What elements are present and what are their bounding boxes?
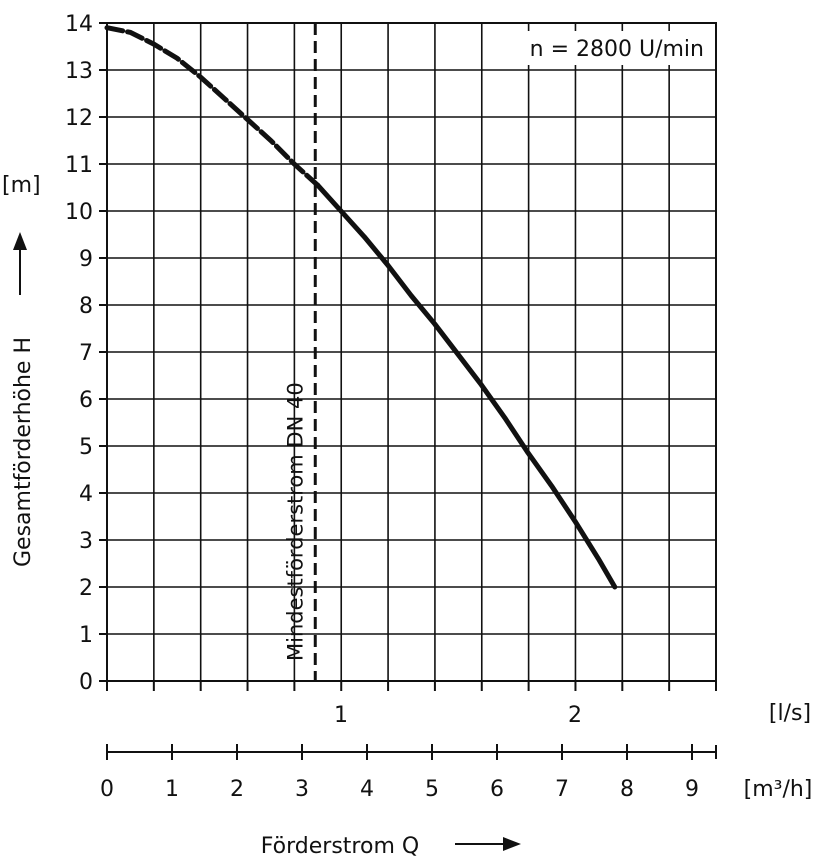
x-m3h-tick-label: 8 (620, 777, 634, 802)
y-tick-label: 11 (65, 153, 93, 178)
y-tick-label: 9 (79, 247, 93, 272)
y-axis-arrow (13, 232, 27, 295)
x-m3h-tick-label: 4 (360, 777, 374, 802)
y-tick-label: 14 (65, 12, 93, 37)
y-tick-label: 5 (79, 435, 93, 460)
x-axis-m3h-unit: [m³/h] (744, 777, 813, 802)
y-axis-label: Gesamtförderhöhe H (11, 337, 36, 567)
y-tick-label: 10 (65, 200, 93, 225)
annotation-box (501, 31, 713, 65)
x-m3h-tick-label: 1 (165, 777, 179, 802)
y-tick-label: 13 (65, 59, 93, 84)
x-m3h-tick-label: 9 (685, 777, 699, 802)
y-tick-label: 6 (79, 388, 93, 413)
y-tick-label: 7 (79, 341, 93, 366)
x-m3h-tick-label: 2 (230, 777, 244, 802)
x-axis-ls-unit: [l/s] (769, 701, 811, 726)
min-flow-label: Mindestförderstrom DN 40 (283, 382, 307, 661)
y-tick-label: 8 (79, 294, 93, 319)
x-m3h-tick-label: 5 (425, 777, 439, 802)
y-tick-label: 0 (79, 670, 93, 695)
x-m3h-tick-label: 0 (100, 777, 114, 802)
x-axis-label: Förderstrom Q (261, 834, 419, 859)
y-tick-label: 1 (79, 623, 93, 648)
x-ls-tick-label: 2 (568, 703, 582, 728)
x-axis-m3h-ticks: 0 1 2 3 4 5 6 7 8 9 (100, 744, 717, 802)
pump-curve-dashed-segment (104, 25, 321, 188)
pump-curve-solid-segment (315, 182, 618, 590)
pump-curve (104, 25, 618, 590)
y-tick-label: 2 (79, 576, 93, 601)
x-m3h-tick-label: 3 (295, 777, 309, 802)
y-tick-label: 4 (79, 482, 93, 507)
x-axis-arrow (455, 837, 521, 851)
speed-annotation: n = 2800 U/min (530, 37, 704, 62)
x-ls-tick-label: 1 (334, 703, 348, 728)
y-tick-label: 12 (65, 106, 93, 131)
x-m3h-tick-label: 6 (490, 777, 504, 802)
y-tick-label: 3 (79, 529, 93, 554)
y-axis-unit: [m] (2, 173, 41, 198)
x-m3h-tick-label: 7 (555, 777, 569, 802)
grid (106, 22, 717, 682)
